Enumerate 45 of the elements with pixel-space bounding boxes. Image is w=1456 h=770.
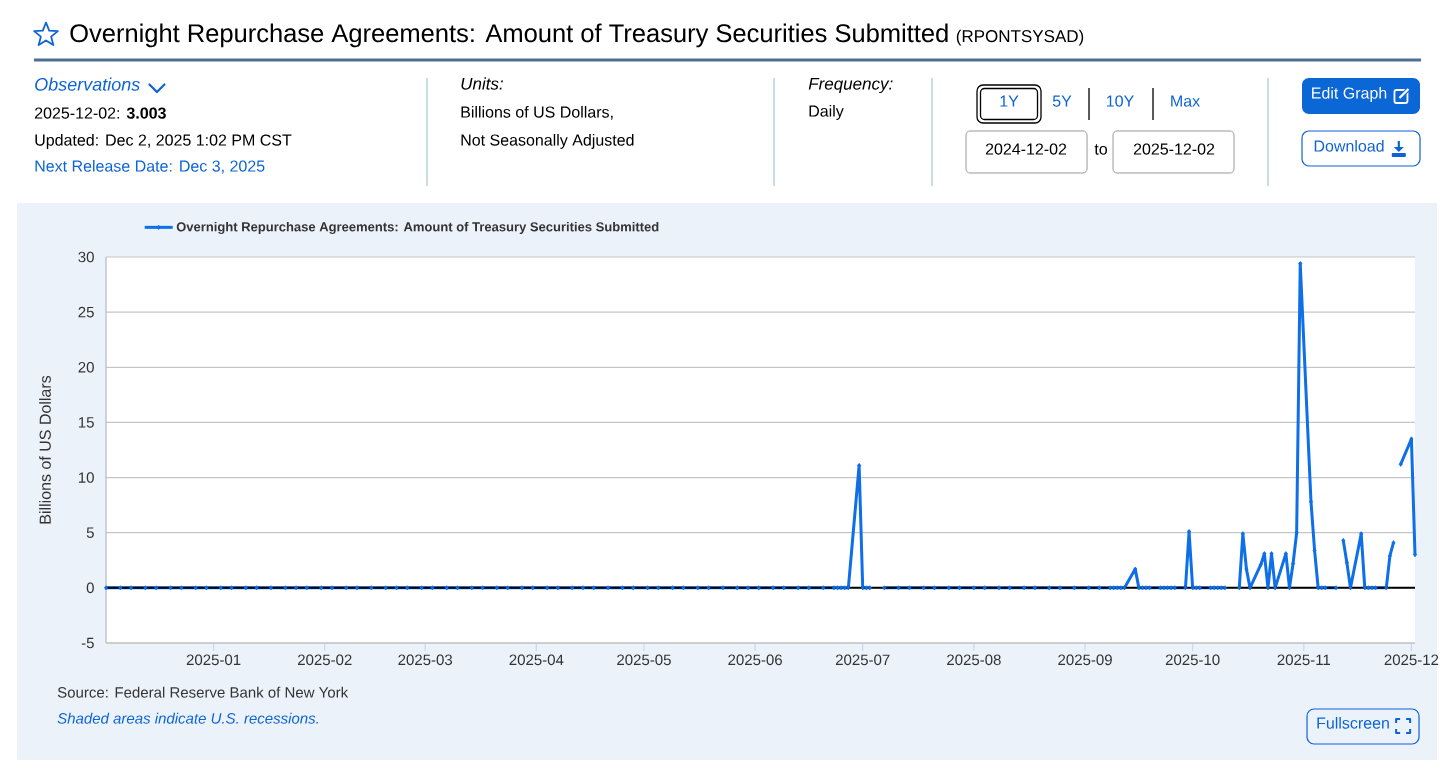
y-axis-title: Billions of US Dollars: [39, 375, 51, 524]
text: Not Seasonally Adjusted: [461, 133, 634, 149]
x-tick-label: 2025-10: [1165, 654, 1220, 666]
text: to: [1094, 144, 1108, 155]
text: 10Y: [1107, 95, 1134, 107]
text: Daily: [809, 104, 844, 120]
text: Frequency:: [808, 77, 893, 94]
text: Max: [1171, 95, 1200, 107]
source-note: Source: Federal Reserve Bank of New York: [57, 686, 349, 698]
text: Edit Graph: [1312, 86, 1387, 102]
text: 5Y: [1052, 95, 1072, 107]
text: 1Y: [1000, 95, 1019, 107]
x-tick-label: 2025-03: [398, 654, 453, 666]
x-tick-label: 2025-01: [186, 654, 241, 666]
text: Fullscreen: [1317, 717, 1389, 729]
x-tick-label: 2025-06: [728, 654, 782, 666]
y-tick-label: 15: [78, 417, 94, 428]
y-tick-label: -5: [81, 637, 94, 649]
y-tick-label: 0: [86, 582, 94, 594]
y-tick-label: 30: [78, 251, 94, 263]
chart-title: Overnight Repurchase Agreements: Amount of Treasury Securities Submitted: [70, 23, 948, 48]
text: Updated: Dec 2, 2025 1:02 PM CST: [35, 133, 292, 149]
text: Observations: [35, 77, 140, 91]
chart-subtitle: (RPONTSYSAD): [956, 29, 1084, 46]
x-tick-label: 2025-07: [835, 654, 890, 666]
x-tick-label: 2025-09: [1058, 654, 1112, 666]
x-tick-label: 2025-12: [1384, 654, 1439, 666]
x-tick-label: 2025-11: [1277, 654, 1331, 666]
y-tick-label: 20: [78, 361, 94, 373]
x-tick-label: 2025-05: [617, 654, 671, 666]
text: Billions of US Dollars,: [461, 105, 613, 120]
text: Next Release Date: Dec 3, 2025: [35, 159, 265, 174]
text: Shaded areas indicate U.S. recessions.: [57, 712, 318, 724]
x-tick-label: 2025-02: [297, 654, 352, 666]
legend-label: Overnight Repurchase Agreements: Amount of Treasury Securities Submitted: [176, 221, 659, 235]
y-tick-label: 5: [86, 527, 94, 538]
x-tick-label: 2025-08: [947, 654, 1001, 666]
x-tick-label: 2025-04: [509, 654, 564, 666]
text: Download: [1314, 139, 1384, 152]
y-tick-label: 10: [78, 472, 94, 483]
text: 2025-12-02: 3.003: [35, 107, 166, 119]
text: 2024-12-02: [985, 143, 1067, 155]
text: Units:: [461, 77, 503, 90]
text: 2025-12-02: [1133, 143, 1215, 155]
y-tick-label: 25: [78, 306, 94, 318]
